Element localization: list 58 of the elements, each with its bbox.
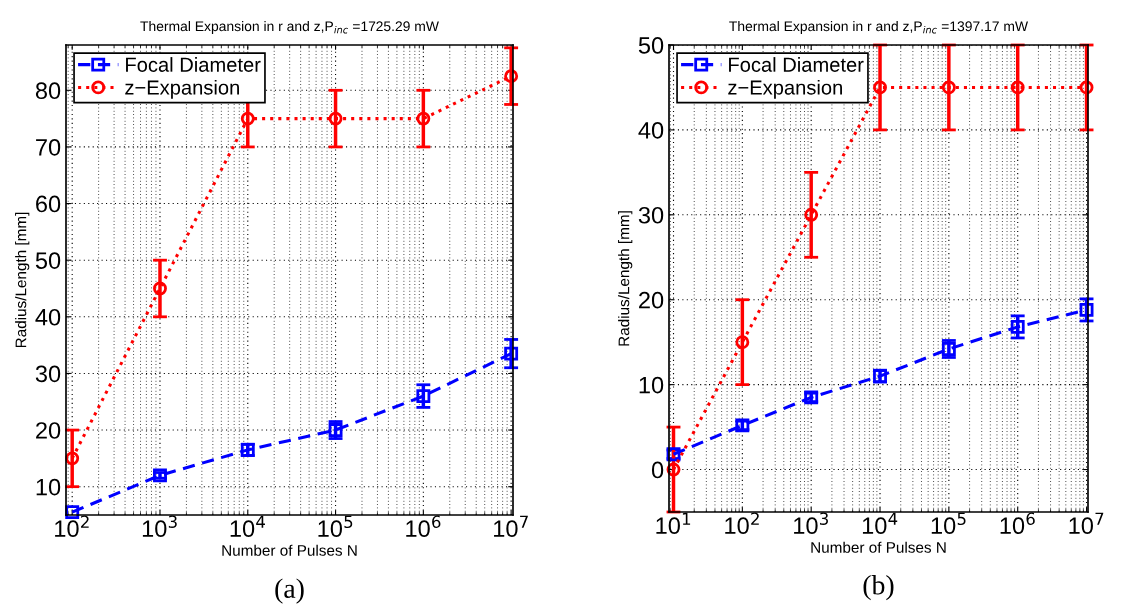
y-tick-label: 10	[639, 376, 664, 394]
x-axis-title: Number of Pulses N	[222, 544, 357, 556]
point	[1010, 319, 1025, 334]
point	[804, 207, 819, 222]
chart-title: Thermal Expansion in r and z,P$_{inc}$ =1725.29 mW	[140, 20, 439, 34]
y-tick-label: 50	[35, 252, 61, 269]
text: (a)	[275, 578, 304, 604]
y-tick-label: 40	[638, 121, 664, 139]
text: (b)	[863, 575, 894, 601]
point	[666, 462, 681, 477]
x-axis-title: Number of Pulses N	[811, 541, 946, 553]
point	[666, 447, 681, 462]
y-tick-label: 50	[638, 37, 664, 54]
x-tick-label: 10$^{4}$	[862, 512, 898, 535]
y-tick-label: 60	[36, 195, 61, 213]
y-axis-title: Radius/Length [mm]	[15, 212, 30, 348]
point	[1079, 302, 1094, 317]
y-tick-label: 80	[35, 82, 61, 100]
y-tick-label: 20	[36, 422, 61, 439]
point	[240, 111, 255, 126]
point	[735, 335, 750, 350]
y-tick-label: 10	[36, 478, 61, 496]
y-tick-label: 40	[35, 308, 61, 326]
point	[416, 111, 431, 126]
y-tick-label: 0	[651, 461, 664, 479]
point	[65, 451, 80, 466]
x-tick-label: 10$^{2}$	[55, 515, 89, 538]
x-tick-label: 10$^{5}$	[318, 515, 353, 538]
y-tick-label: 20	[639, 291, 664, 309]
point	[1010, 80, 1025, 95]
point	[328, 111, 343, 126]
y-tick-label: 70	[36, 139, 61, 156]
x-tick-label: 10$^{3}$	[142, 515, 177, 538]
x-tick-label: 10$^{7}$	[1069, 512, 1104, 535]
x-tick-label: 10$^{7}$	[494, 515, 528, 538]
legend-label: Focal Diameter	[126, 57, 261, 72]
legend-label: Focal Diameter	[729, 57, 864, 72]
legend-label: z−Expansion	[728, 79, 842, 99]
point	[504, 69, 519, 84]
chart-title: Thermal Expansion in r and z,P$_{inc}$ =1397.17 mW	[729, 20, 1028, 34]
point	[65, 505, 80, 520]
legend-label: z−Expansion	[125, 79, 239, 99]
point	[504, 346, 519, 361]
x-tick-label: 10$^{4}$	[230, 515, 265, 538]
y-tick-label: 30	[35, 365, 61, 383]
x-tick-label: 10$^{6}$	[1000, 512, 1035, 535]
x-tick-label: 10$^{2}$	[725, 512, 759, 535]
point	[1079, 80, 1094, 95]
point	[941, 80, 956, 95]
x-tick-label: 10$^{1}$	[656, 512, 691, 535]
x-tick-label: 10$^{3}$	[794, 512, 828, 535]
y-tick-label: 30	[638, 206, 664, 224]
point	[153, 281, 167, 296]
x-tick-label: 10$^{6}$	[406, 515, 441, 538]
point	[873, 80, 887, 95]
x-tick-label: 10$^{5}$	[931, 512, 966, 535]
y-axis-title: Radius/Length [mm]	[618, 211, 633, 346]
point	[416, 389, 431, 404]
